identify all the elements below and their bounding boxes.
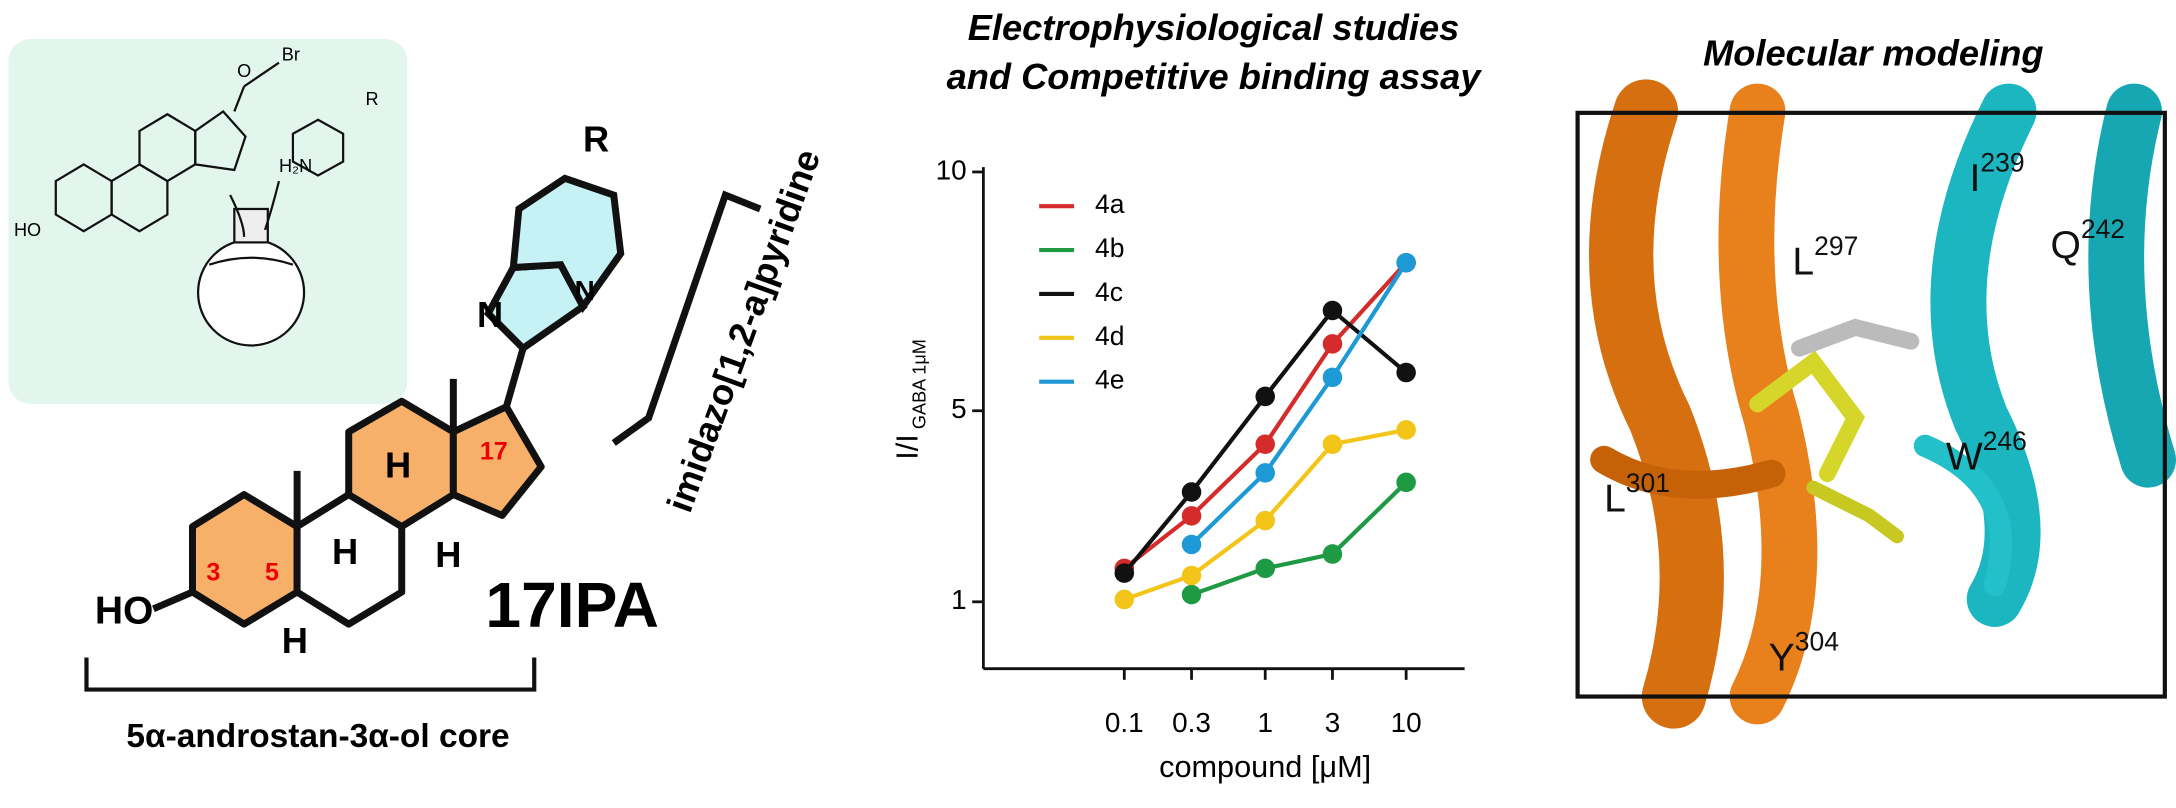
- imidazole-n: N: [477, 294, 503, 335]
- residue-label: I239: [1970, 147, 2025, 200]
- residue-letter: L: [1604, 478, 1626, 521]
- plot: 1 5 10 0.1 0.3 1 3 10 4a 4b 4c 4d 4e: [936, 154, 1465, 738]
- x-tick-label: 1: [1257, 707, 1273, 738]
- small-r: R: [365, 89, 378, 109]
- legend-label: 4d: [1095, 321, 1124, 351]
- core-bracket: [84, 657, 537, 692]
- legend-label: 4b: [1095, 233, 1124, 263]
- residue-label: Y304: [1769, 627, 1839, 680]
- bromine: Br: [282, 45, 300, 65]
- synthesis-panel: [8, 39, 408, 404]
- chart-title: and Competitive binding assay: [947, 56, 1483, 97]
- data-point: [1396, 420, 1416, 440]
- chart-title: Electrophysiological studies: [968, 7, 1460, 48]
- residue-number: 239: [1980, 147, 2024, 177]
- compound-name: 17IPA: [485, 569, 659, 641]
- residue-number: 246: [1983, 426, 2027, 456]
- r-group: R: [583, 119, 609, 160]
- series-line: [1190, 261, 1408, 547]
- bridge-n: N: [575, 275, 595, 306]
- residue-number: 301: [1626, 468, 1670, 498]
- data-point: [1322, 367, 1343, 388]
- amine: H₂N: [279, 156, 312, 176]
- data-point: [1255, 463, 1275, 483]
- imidazopyridine: [483, 174, 762, 446]
- series-line: [1190, 480, 1408, 597]
- residue-number: 297: [1814, 231, 1858, 261]
- data-point: [1396, 472, 1416, 493]
- data-point: [1322, 544, 1343, 564]
- data-point: [1181, 534, 1202, 555]
- residue-number: 304: [1795, 627, 1839, 657]
- data-point: [1255, 558, 1275, 579]
- residue-label: Q242: [2050, 214, 2125, 267]
- residue-letter: L: [1792, 241, 1814, 284]
- x-tick-label: 3: [1325, 707, 1341, 738]
- hydrogen: H: [332, 531, 358, 572]
- data-point: [1396, 362, 1416, 383]
- residue-letter: Y: [1769, 637, 1795, 680]
- data-point: [1181, 565, 1202, 586]
- small-ho: HO: [14, 220, 41, 240]
- residue-number: 242: [2081, 214, 2125, 244]
- core-label: 5α-androstan-3α-ol core: [126, 718, 509, 755]
- x-tick-label: 10: [1391, 707, 1422, 738]
- modeling-image: [1575, 79, 2176, 729]
- data-point: [1255, 510, 1275, 531]
- data-point: [1322, 334, 1343, 354]
- data-point: [1114, 563, 1135, 583]
- helices: [1589, 79, 2176, 729]
- data-point: [1255, 386, 1275, 407]
- residue-letter: W: [1946, 436, 1983, 479]
- y-label-main: I/I: [891, 434, 925, 460]
- hydroxyl: HO: [95, 589, 154, 632]
- y-tick-label: 1: [951, 584, 967, 615]
- hydrogen: H: [435, 534, 461, 575]
- x-tick-label: 0.3: [1172, 707, 1211, 738]
- data-point: [1322, 434, 1343, 454]
- y-axis-label: I/I GABA 1μM: [891, 339, 930, 460]
- data-point: [1181, 584, 1202, 605]
- residue-label: L301: [1604, 468, 1670, 521]
- position-17: 17: [480, 437, 508, 465]
- legend-label: 4e: [1095, 365, 1124, 395]
- legend-label: 4a: [1095, 189, 1125, 219]
- data-point: [1181, 506, 1202, 526]
- position-5: 5: [265, 559, 279, 587]
- data-point: [1396, 252, 1416, 273]
- y-tick-label: 10: [936, 154, 967, 185]
- position-3: 3: [206, 559, 220, 587]
- data-point: [1114, 589, 1135, 610]
- hydrogen: H: [282, 620, 308, 661]
- residue-label: L297: [1792, 231, 1858, 284]
- x-tick-label: 0.1: [1105, 707, 1144, 738]
- hydrogen: H: [385, 445, 411, 486]
- legend-label: 4c: [1095, 277, 1123, 307]
- residue-letter: I: [1970, 157, 1981, 200]
- steroid-core: [152, 347, 545, 628]
- oxygen: O: [237, 61, 251, 81]
- data-point: [1322, 300, 1343, 321]
- y-tick-label: 5: [951, 393, 967, 424]
- residue-letter: Q: [2050, 224, 2080, 267]
- residue-label: W246: [1946, 426, 2027, 479]
- x-axis-label: compound [μM]: [1159, 750, 1371, 784]
- small-steroid: [54, 61, 345, 347]
- data-point: [1181, 482, 1202, 502]
- data-point: [1255, 434, 1275, 454]
- modeling-title: Molecular modeling: [1703, 32, 2043, 73]
- y-label-sub: GABA 1μM: [909, 339, 929, 429]
